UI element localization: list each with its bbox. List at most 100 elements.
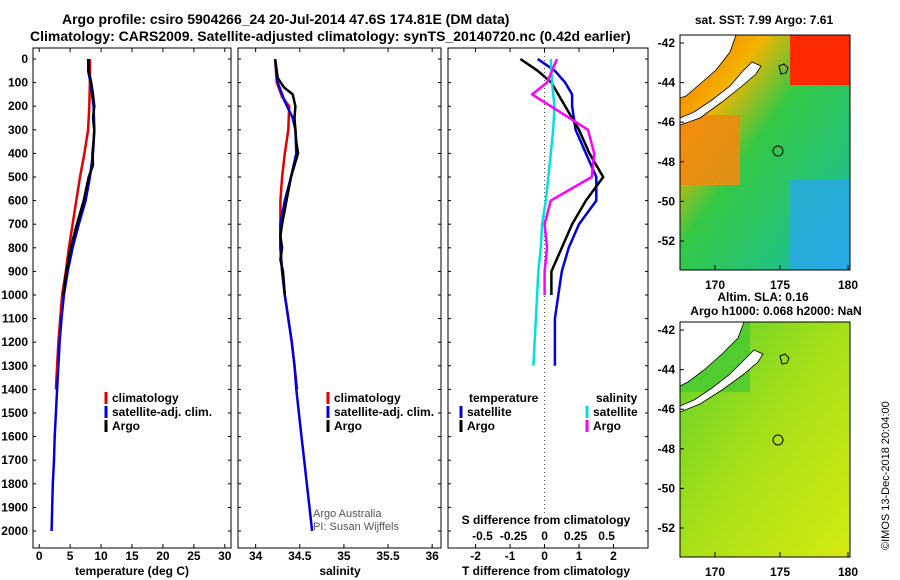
lon-tick-label: 175	[770, 278, 790, 292]
depth-tick-label: 1800	[1, 477, 28, 491]
s-tick-label: -0.5	[472, 529, 493, 543]
temperature-line-argo	[62, 58, 96, 296]
depth-tick-label: 1000	[1, 288, 28, 302]
depth-tick-label: 600	[8, 194, 28, 208]
x-tick-label: 10	[94, 549, 108, 563]
sst-map-frame	[679, 34, 851, 271]
sst-warm-patch	[790, 35, 850, 85]
lat-tick-label: -52	[658, 521, 676, 535]
salinity-line-climatology	[273, 58, 299, 390]
lon-tick-label: 170	[705, 565, 725, 579]
salinity-legend: climatology satellite-adj. clim. Argo	[326, 391, 434, 433]
legend-label-satellite: satellite-adj. clim.	[112, 405, 212, 419]
lat-tick-label: -48	[658, 442, 676, 456]
legend-label-t-argo: Argo	[467, 419, 495, 433]
lon-tick-label: 175	[770, 565, 790, 579]
depth-tick-label: 1400	[1, 382, 28, 396]
land-north-island	[680, 35, 737, 99]
legend-label-t-satellite: satellite	[467, 405, 512, 419]
sst-orange-band	[680, 115, 740, 185]
legend-label-climatology: climatology	[112, 391, 179, 405]
depth-tick-label: 1200	[1, 335, 28, 349]
watermark: ©IMOS 13-Dec-2018 20:04:00	[880, 401, 892, 550]
x-tick-label: 30	[218, 549, 232, 563]
x-tick-label: 5	[67, 549, 74, 563]
x-tick-label: 2	[610, 549, 617, 563]
depth-tick-label: 1700	[1, 453, 28, 467]
sla-map-axes: 170 175 180 -42 -44 -46 -48 -50 -52	[658, 323, 859, 579]
salinity-line-argo	[273, 58, 300, 296]
x-tick-label: 35.5	[376, 549, 400, 563]
depth-tick-label: 800	[8, 241, 28, 255]
s-tick-label: 0	[541, 529, 548, 543]
depth-tick-label: 900	[8, 264, 28, 278]
lat-tick-label: -48	[658, 155, 676, 169]
lat-tick-label: -46	[658, 402, 676, 416]
s-tick-label: -0.25	[500, 529, 528, 543]
legend-label-argo: Argo	[112, 419, 140, 433]
s-difference-label: S difference from climatology	[462, 513, 631, 527]
x-tick-label: 35	[337, 549, 351, 563]
depth-tick-label: 300	[8, 123, 28, 137]
legend-label-climatology: climatology	[334, 391, 401, 405]
x-tick-label: 0	[541, 549, 548, 563]
salinity-diff-line-argo	[530, 58, 596, 295]
difference-x-axis: -2 -1 0 1 2 -0.5 -0.25 0 0.25 0.5	[470, 48, 617, 563]
depth-tick-label: 400	[8, 146, 28, 160]
x-tick-label: -1	[505, 549, 516, 563]
temperature-xlabel: temperature (deg C)	[75, 564, 189, 578]
chatham-island	[778, 63, 789, 75]
legend-title-salinity: salinity	[596, 391, 638, 405]
lat-tick-label: -42	[658, 36, 676, 50]
title-line-1: Argo profile: csiro 5904266_24 20-Jul-20…	[62, 11, 509, 27]
lon-tick-label: 170	[705, 278, 725, 292]
legend-label-s-satellite: satellite	[593, 405, 638, 419]
sst-map	[680, 35, 850, 270]
difference-legend: temperature satellite Argo salinity sate…	[459, 391, 638, 433]
salinity-panel-frame	[237, 47, 442, 549]
difference-panel-frame	[447, 47, 649, 549]
depth-tick-label: 100	[8, 76, 28, 90]
legend-label-argo: Argo	[334, 419, 362, 433]
legend-label-satellite: satellite-adj. clim.	[334, 405, 434, 419]
depth-tick-label: 500	[8, 170, 28, 184]
temperature-x-axis: 0 5 10 15 20 25 30	[36, 48, 232, 563]
lon-tick-label: 180	[838, 278, 858, 292]
s-tick-label: 0.25	[564, 529, 588, 543]
lat-tick-label: -46	[658, 115, 676, 129]
salinity-x-axis: 34 34.5 35 35.5 36	[249, 48, 439, 563]
lat-tick-label: -50	[658, 481, 676, 495]
legend-title-temperature: temperature	[469, 391, 539, 405]
x-tick-label: -2	[470, 549, 481, 563]
land-south-island	[680, 349, 764, 413]
argo-location-marker	[772, 434, 784, 446]
depth-tick-label: 1600	[1, 430, 28, 444]
depth-tick-label: 1100	[2, 312, 28, 326]
depth-tick-label: 1900	[1, 500, 28, 514]
sst-cool-patch	[790, 180, 850, 270]
argo-location-marker	[772, 145, 784, 157]
sla-map	[680, 322, 850, 557]
legend-label-s-argo: Argo	[593, 419, 621, 433]
lat-tick-label: -42	[658, 323, 676, 337]
land-south-island	[680, 61, 762, 126]
sst-map-axes: 170 175 180 -42 -44 -46 -48 -50 -52	[658, 36, 859, 292]
lon-tick-label: 180	[838, 565, 858, 579]
x-tick-label: 20	[156, 549, 170, 563]
x-tick-label: 25	[187, 549, 201, 563]
temperature-legend: climatology satellite-adj. clim. Argo	[104, 391, 212, 433]
temperature-diff-line-satellite	[536, 57, 598, 366]
depth-tick-label: 200	[8, 99, 28, 113]
salinity-xlabel: salinity	[319, 564, 361, 578]
depth-tick-label: 700	[8, 217, 28, 231]
difference-xlabel: T difference from climatology	[462, 564, 630, 578]
sla-map-title-2: Argo h1000: 0.068 h2000: NaN	[690, 304, 861, 318]
sst-map-title: sat. SST: 7.99 Argo: 7.61	[695, 13, 834, 27]
depth-tick-label: 1500	[1, 406, 28, 420]
depth-tick-label: 1300	[1, 359, 28, 373]
credit-line-2: PI: Susan Wijffels	[313, 521, 399, 533]
x-tick-label: 15	[125, 549, 139, 563]
lat-tick-label: -44	[658, 76, 676, 90]
lat-tick-label: -52	[658, 234, 676, 248]
sla-map-frame	[679, 321, 851, 558]
